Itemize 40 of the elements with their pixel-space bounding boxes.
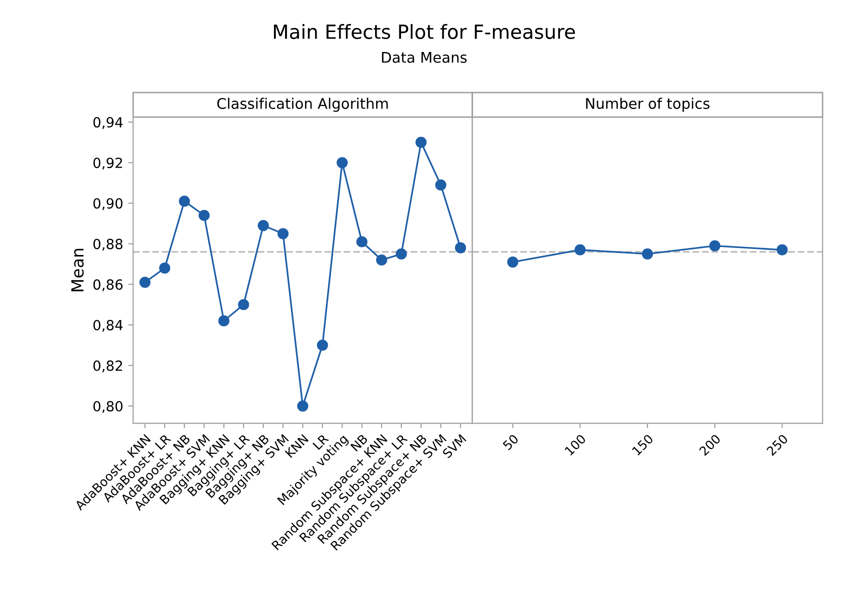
point bbox=[218, 315, 230, 326]
point bbox=[435, 179, 446, 191]
point bbox=[574, 244, 586, 256]
chart-subtitle: Data Means bbox=[382, 52, 467, 63]
point bbox=[277, 228, 289, 240]
text: Number of topics bbox=[586, 98, 710, 112]
point bbox=[198, 210, 210, 221]
y-tick-label: 0,84 bbox=[93, 320, 123, 332]
chart-title: Main Effects Plot for F-measure bbox=[274, 24, 575, 40]
point bbox=[139, 276, 151, 288]
point bbox=[178, 196, 190, 207]
y-tick-label: 0,94 bbox=[93, 117, 123, 129]
x-tick-label: 50 bbox=[502, 434, 519, 450]
point bbox=[709, 240, 720, 252]
y-tick-label: 0,80 bbox=[93, 401, 122, 413]
point bbox=[316, 340, 328, 351]
point bbox=[159, 262, 170, 274]
point bbox=[776, 244, 788, 256]
x-tick-label: 150 bbox=[632, 434, 654, 456]
point bbox=[258, 220, 269, 232]
y-tick-label: 0,92 bbox=[93, 158, 122, 170]
x-tick-label: 250 bbox=[766, 434, 788, 456]
point bbox=[238, 299, 250, 310]
x-tick-label: 100 bbox=[564, 434, 586, 456]
point bbox=[356, 236, 368, 248]
x-tick-label: 200 bbox=[698, 434, 722, 456]
point bbox=[454, 242, 466, 254]
text: Classification Algorithm bbox=[217, 98, 388, 112]
y-axis-title: Mean bbox=[71, 248, 84, 292]
y-tick-label: 0,90 bbox=[93, 198, 122, 210]
y-tick-label: 0,82 bbox=[93, 360, 122, 372]
point bbox=[507, 256, 518, 268]
point bbox=[642, 248, 654, 260]
y-tick-label: 0,86 bbox=[93, 279, 123, 292]
point bbox=[336, 157, 348, 168]
point bbox=[396, 248, 407, 260]
point bbox=[416, 136, 427, 148]
point bbox=[376, 254, 388, 266]
point bbox=[297, 400, 308, 412]
y-tick-label: 0,88 bbox=[93, 238, 122, 251]
